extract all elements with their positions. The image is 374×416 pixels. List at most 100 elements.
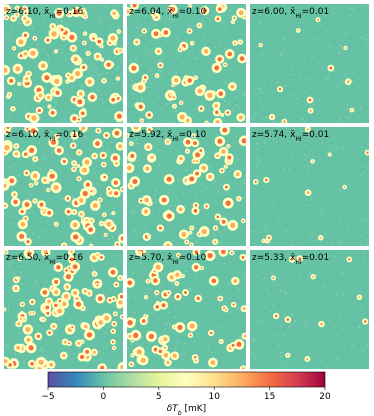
noise bbox=[359, 137, 361, 139]
noise bbox=[169, 82, 171, 84]
noise bbox=[143, 204, 145, 206]
noise bbox=[304, 198, 306, 200]
noise bbox=[131, 303, 133, 305]
noise bbox=[339, 85, 341, 87]
ionized-blob bbox=[139, 105, 143, 109]
noise bbox=[177, 38, 179, 40]
noise bbox=[312, 53, 314, 55]
noise bbox=[257, 120, 259, 122]
ionized-blob bbox=[56, 265, 60, 269]
noise bbox=[184, 69, 186, 71]
noise bbox=[302, 304, 304, 306]
noise bbox=[120, 167, 122, 169]
ionized-blob bbox=[214, 65, 219, 70]
ionized-blob bbox=[154, 31, 159, 36]
noise bbox=[39, 127, 41, 129]
noise bbox=[314, 234, 316, 236]
noise bbox=[100, 195, 102, 197]
noise bbox=[140, 65, 142, 67]
ionized-blob bbox=[163, 337, 167, 341]
noise bbox=[33, 296, 35, 298]
noise bbox=[10, 205, 12, 207]
noise bbox=[313, 40, 315, 42]
noise bbox=[337, 107, 339, 109]
noise bbox=[180, 109, 182, 111]
ionized-blob bbox=[195, 204, 198, 207]
noise bbox=[255, 246, 256, 248]
noise bbox=[51, 152, 53, 154]
noise bbox=[354, 275, 356, 277]
noise bbox=[239, 337, 241, 339]
noise bbox=[310, 198, 312, 200]
ionized-blob bbox=[162, 303, 166, 307]
noise bbox=[153, 102, 155, 104]
noise bbox=[366, 345, 368, 347]
ionized-blob bbox=[6, 126, 9, 129]
noise bbox=[279, 155, 281, 157]
noise bbox=[317, 275, 319, 277]
noise bbox=[256, 96, 258, 98]
noise bbox=[288, 169, 290, 171]
noise bbox=[264, 142, 266, 144]
ionized-blob bbox=[54, 79, 59, 84]
noise bbox=[359, 358, 361, 360]
noise bbox=[302, 204, 304, 206]
noise bbox=[241, 26, 243, 28]
noise bbox=[110, 92, 112, 94]
noise bbox=[296, 61, 298, 63]
noise bbox=[346, 338, 348, 340]
noise bbox=[341, 338, 343, 340]
noise bbox=[148, 53, 150, 55]
ionized-blob bbox=[23, 17, 26, 20]
noise bbox=[330, 23, 332, 25]
ionized-blob bbox=[225, 309, 226, 310]
noise bbox=[261, 100, 263, 102]
noise bbox=[341, 242, 343, 244]
noise bbox=[198, 226, 200, 228]
noise bbox=[220, 175, 222, 177]
ionized-blob bbox=[111, 98, 115, 102]
ionized-blob bbox=[205, 205, 207, 207]
noise bbox=[298, 274, 300, 276]
noise bbox=[259, 337, 261, 339]
noise bbox=[36, 296, 38, 298]
noise bbox=[360, 307, 362, 309]
noise bbox=[109, 349, 111, 351]
noise bbox=[107, 325, 109, 327]
ionized-blob bbox=[348, 258, 350, 260]
noise bbox=[61, 122, 63, 124]
noise bbox=[304, 312, 306, 314]
noise bbox=[52, 57, 54, 59]
noise bbox=[293, 368, 295, 370]
noise bbox=[360, 74, 362, 76]
noise bbox=[22, 173, 24, 175]
noise bbox=[347, 227, 349, 229]
noise bbox=[238, 332, 240, 334]
ionized-blob bbox=[164, 353, 169, 358]
ionized-blob bbox=[106, 222, 111, 227]
noise bbox=[172, 295, 174, 297]
noise bbox=[346, 117, 348, 119]
noise bbox=[336, 87, 338, 89]
ionized-blob bbox=[215, 110, 219, 114]
noise bbox=[111, 303, 113, 305]
noise bbox=[174, 205, 176, 207]
ionized-blob bbox=[187, 78, 191, 82]
noise bbox=[270, 289, 272, 291]
noise bbox=[32, 29, 34, 31]
noise bbox=[189, 187, 191, 189]
noise bbox=[46, 244, 48, 246]
noise bbox=[205, 19, 207, 21]
noise bbox=[160, 71, 162, 73]
ionized-blob bbox=[15, 145, 17, 147]
noise bbox=[98, 27, 100, 29]
noise bbox=[109, 24, 111, 26]
noise bbox=[312, 49, 314, 51]
noise bbox=[314, 338, 316, 340]
noise bbox=[307, 203, 309, 205]
noise bbox=[196, 103, 198, 105]
noise bbox=[80, 78, 82, 80]
noise bbox=[30, 215, 32, 217]
ionized-blob bbox=[204, 49, 208, 53]
noise bbox=[233, 95, 235, 97]
